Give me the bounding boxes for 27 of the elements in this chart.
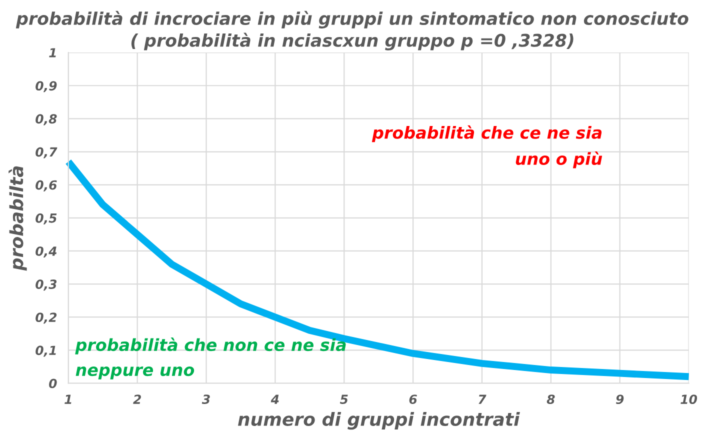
y-tick-label: 0,8 — [36, 114, 57, 126]
x-axis-title: numero di gruppi incontrati — [238, 412, 520, 430]
y-tick-label: 0 — [49, 378, 57, 388]
x-tick-label: 7 — [478, 394, 486, 404]
x-tick-label: 8 — [546, 394, 555, 404]
x-tick-label: 3 — [202, 394, 210, 404]
y-tick-label: 0,3 — [36, 280, 57, 291]
y-tick-label: 0,7 — [36, 147, 58, 158]
chart-title: probabilità di incrociare in più gruppi un sintomatico non conosciuto — [16, 10, 688, 29]
y-tick-label: 0,9 — [36, 81, 57, 92]
x-tick-label: 5 — [340, 394, 348, 404]
x-tick-label: 6 — [409, 394, 417, 404]
y-axis-title: probabiltà — [8, 166, 27, 271]
x-tick-label: 10 — [680, 394, 698, 404]
y-tick-label: 1 — [49, 48, 56, 58]
chart-subtitle: ( probabilità in nciascxun gruppo p =0 ,3328) — [131, 32, 574, 50]
y-tick-label: 0,1 — [36, 346, 56, 357]
y-tick-label: 0,6 — [36, 180, 57, 192]
x-tick-label: 4 — [270, 394, 279, 404]
x-tick-label: 2 — [133, 394, 141, 404]
annotation: probabilità che non ce ne sia neppure uno — [75, 338, 346, 380]
x-tick-label: 9 — [616, 394, 624, 404]
y-tick-label: 0,5 — [36, 213, 57, 224]
y-tick-label: 0,4 — [36, 246, 57, 258]
x-tick-label: 1 — [64, 394, 72, 404]
y-tick-label: 0,2 — [36, 312, 57, 324]
annotation: probabilità che ce ne sia uno o più — [372, 125, 602, 168]
